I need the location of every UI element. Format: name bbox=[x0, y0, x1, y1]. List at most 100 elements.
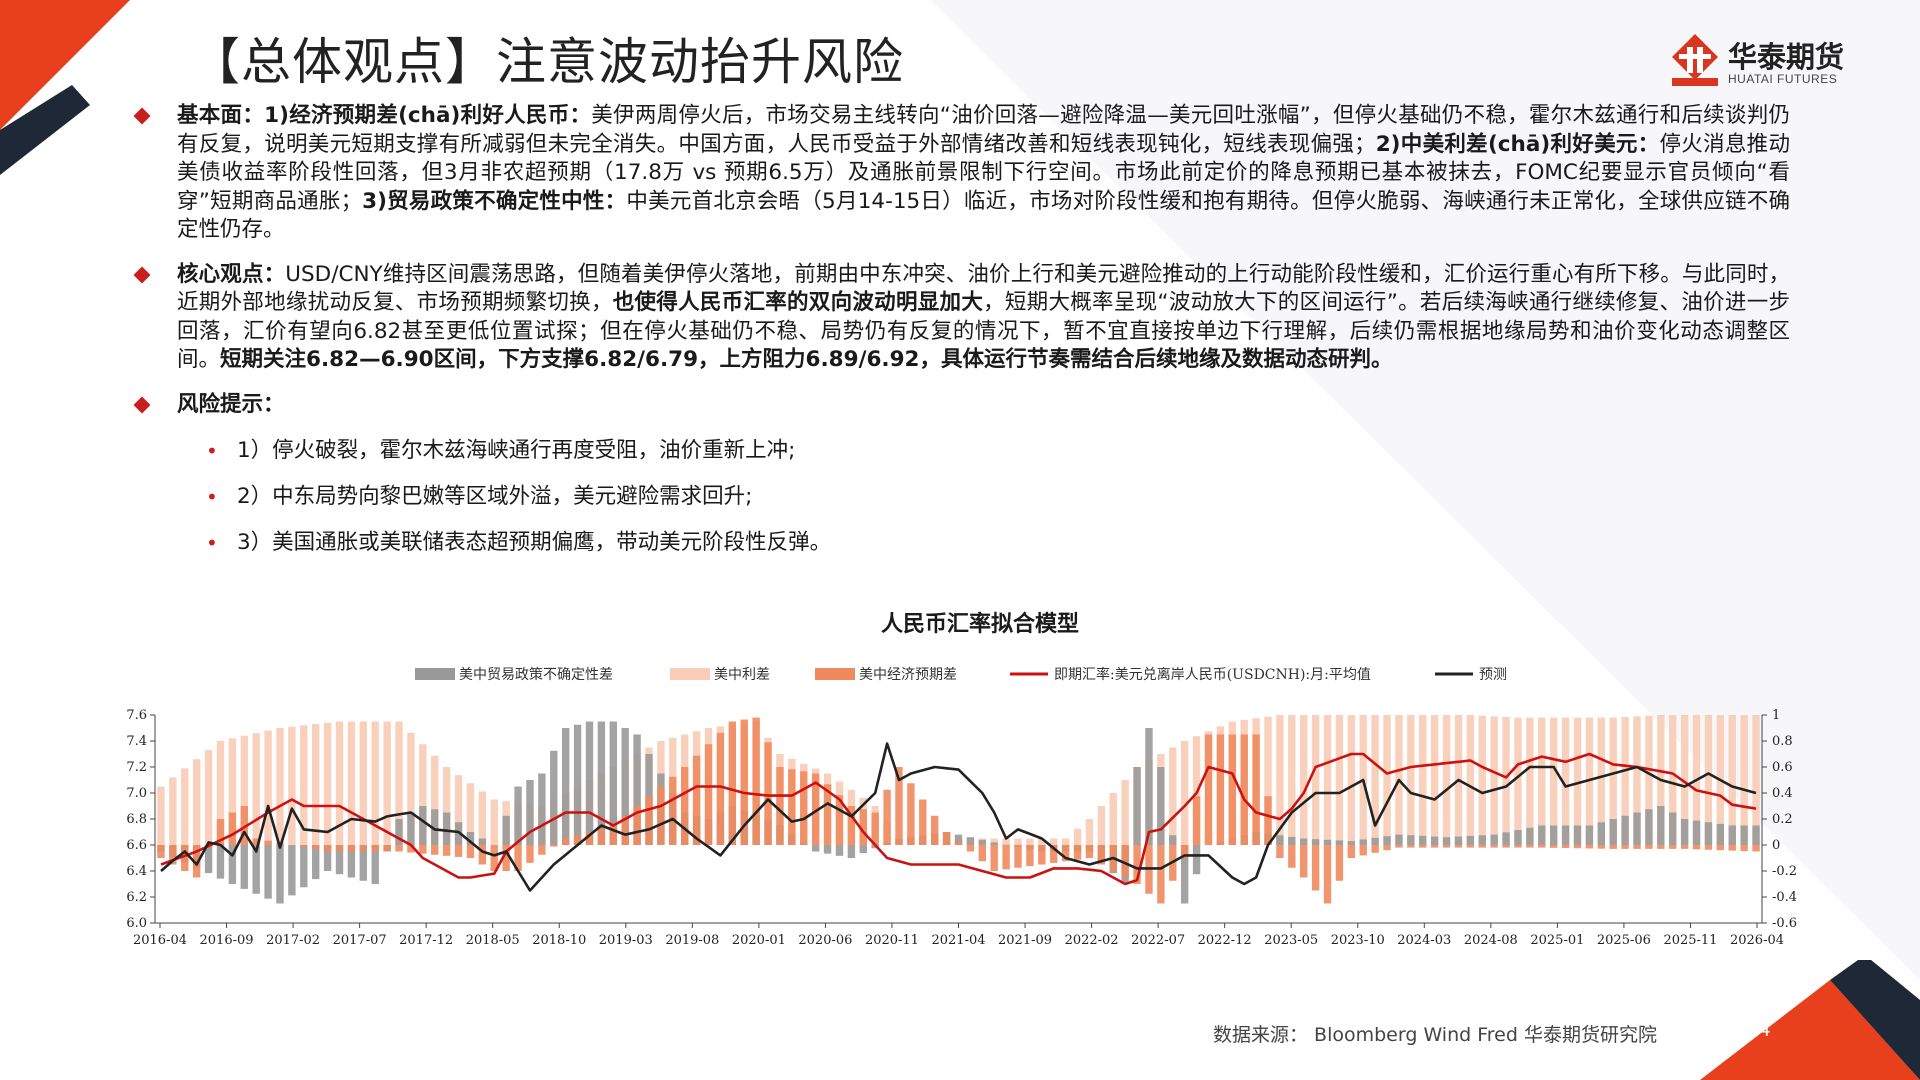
fundamentals-label: 基本面： bbox=[177, 103, 265, 128]
bar-econ bbox=[716, 732, 725, 845]
core-view-bold1: 也使得人民币汇率的双向波动明显加大 bbox=[612, 290, 984, 315]
bar-econ bbox=[764, 742, 772, 845]
bar-econ bbox=[1752, 845, 1760, 852]
bar-econ bbox=[895, 767, 903, 845]
y-right-tick-label: -0.6 bbox=[1772, 916, 1797, 931]
bar-trade bbox=[538, 773, 546, 845]
fundamentals-point3-title: 3)贸易政策不确定性中性： bbox=[362, 188, 627, 214]
bar-trade bbox=[835, 845, 844, 856]
bar-trade bbox=[1704, 822, 1713, 845]
bar-econ bbox=[1276, 845, 1284, 858]
bar-econ bbox=[1300, 845, 1308, 878]
bar-econ bbox=[1133, 845, 1141, 884]
y-right-tick-label: 1 bbox=[1772, 708, 1780, 723]
bar-spread bbox=[1573, 717, 1582, 845]
corner-decoration-bottom-right bbox=[1700, 960, 1920, 1080]
bar-econ bbox=[1252, 734, 1260, 845]
y-left-tick-label: 6.4 bbox=[126, 864, 147, 879]
bar-econ bbox=[681, 767, 689, 845]
x-tick-label: 2021-04 bbox=[931, 933, 985, 948]
bar-spread bbox=[407, 732, 415, 845]
fundamentals-paragraph: 基本面：1)经济预期差(chā)利好人民币：美伊两周停火后，市场交易主线转向“油… bbox=[130, 102, 1790, 245]
bar-econ bbox=[1264, 796, 1272, 845]
risk-item-text: 1）停火破裂，霍尔木兹海峡通行再度受阻，油价重新上冲; bbox=[237, 438, 796, 463]
bar-spread bbox=[216, 741, 225, 845]
bar-econ bbox=[954, 841, 963, 845]
bar-trade bbox=[1538, 825, 1546, 845]
bar-spread bbox=[1621, 716, 1629, 845]
bar-trade bbox=[264, 845, 272, 899]
bar-trade bbox=[550, 750, 558, 845]
bar-trade bbox=[1323, 839, 1332, 845]
bar-econ bbox=[1502, 845, 1510, 848]
bar-spread bbox=[1311, 715, 1320, 845]
bar-trade bbox=[276, 845, 284, 904]
x-tick-label: 2023-05 bbox=[1264, 933, 1318, 948]
bar-spread bbox=[1026, 838, 1034, 845]
bar-trade bbox=[978, 839, 986, 845]
bar-spread bbox=[1704, 715, 1713, 845]
bar-spread bbox=[252, 733, 260, 845]
bar-spread bbox=[169, 777, 177, 845]
bullet-diamond-icon bbox=[133, 396, 151, 413]
legend-label-trade: 美中贸易政策不确定性差 bbox=[459, 666, 613, 683]
bar-econ bbox=[1740, 845, 1748, 852]
legend-swatch-econ bbox=[815, 668, 855, 680]
bar-econ bbox=[1085, 845, 1094, 858]
bar-trade bbox=[347, 845, 356, 878]
bar-econ bbox=[907, 783, 915, 845]
bar-spread bbox=[1538, 717, 1546, 845]
bar-econ bbox=[1014, 845, 1022, 868]
bar-trade bbox=[1430, 836, 1439, 845]
x-tick-label: 2016-09 bbox=[200, 933, 254, 948]
bullet-dot-icon: • bbox=[206, 439, 218, 463]
bullet-diamond-icon bbox=[133, 266, 151, 283]
bar-trade bbox=[1645, 809, 1653, 845]
bar-trade bbox=[1133, 767, 1141, 845]
bar-spread bbox=[1669, 715, 1677, 845]
bar-econ bbox=[1395, 845, 1403, 848]
bar-econ bbox=[788, 769, 796, 845]
y-left-tick-label: 7.6 bbox=[126, 708, 147, 723]
y-left-tick-label: 7.4 bbox=[126, 734, 147, 749]
bar-trade bbox=[1740, 825, 1748, 845]
bar-econ bbox=[1466, 845, 1475, 848]
bar-trade bbox=[1716, 823, 1725, 845]
bar-spread bbox=[264, 730, 272, 845]
bar-econ bbox=[1323, 845, 1332, 904]
bar-trade bbox=[1288, 836, 1296, 845]
bar-spread bbox=[1276, 715, 1284, 845]
bar-econ bbox=[621, 815, 629, 845]
bar-spread bbox=[1514, 717, 1522, 845]
x-tick-label: 2020-06 bbox=[798, 933, 852, 948]
bar-trade bbox=[1359, 839, 1367, 845]
bar-trade bbox=[1395, 834, 1403, 845]
bar-spread bbox=[1109, 793, 1117, 845]
bar-econ bbox=[478, 845, 487, 865]
bar-trade bbox=[1454, 836, 1463, 845]
core-view-label: 核心观点： bbox=[177, 261, 286, 287]
bar-trade bbox=[1311, 839, 1320, 845]
bar-econ bbox=[216, 819, 225, 845]
x-tick-label: 2017-12 bbox=[399, 933, 453, 948]
bar-trade bbox=[1145, 728, 1153, 845]
risk-item: • 2）中东局势向黎巴嫩等区域外溢，美元避险需求回升; bbox=[130, 483, 1790, 511]
bar-trade bbox=[811, 845, 820, 852]
bar-econ bbox=[454, 845, 463, 857]
bar-spread bbox=[335, 721, 344, 845]
x-tick-label: 2026-04 bbox=[1730, 933, 1784, 948]
bar-econ bbox=[371, 845, 379, 852]
bar-econ bbox=[240, 806, 248, 845]
bar-spread bbox=[1050, 838, 1058, 845]
bar-trade bbox=[478, 838, 487, 845]
bar-spread bbox=[383, 721, 391, 845]
bar-spread bbox=[1371, 715, 1379, 845]
huatai-logo: 华泰期货 HUATAI FUTURES bbox=[1670, 32, 1870, 92]
bar-trade bbox=[288, 845, 296, 896]
bar-econ bbox=[811, 773, 820, 845]
fundamentals-point1-title: 1)经济预期差(chā)利好人民币： bbox=[264, 103, 592, 128]
risk-heading: 风险提示： bbox=[130, 391, 1790, 420]
bar-econ bbox=[490, 845, 498, 871]
bar-econ bbox=[407, 845, 415, 853]
fundamentals-point2-text: 停火消息推动美债收益率阶段性回落，但3月非农超预期（17.8万 vs 预期6.5… bbox=[177, 131, 1790, 214]
